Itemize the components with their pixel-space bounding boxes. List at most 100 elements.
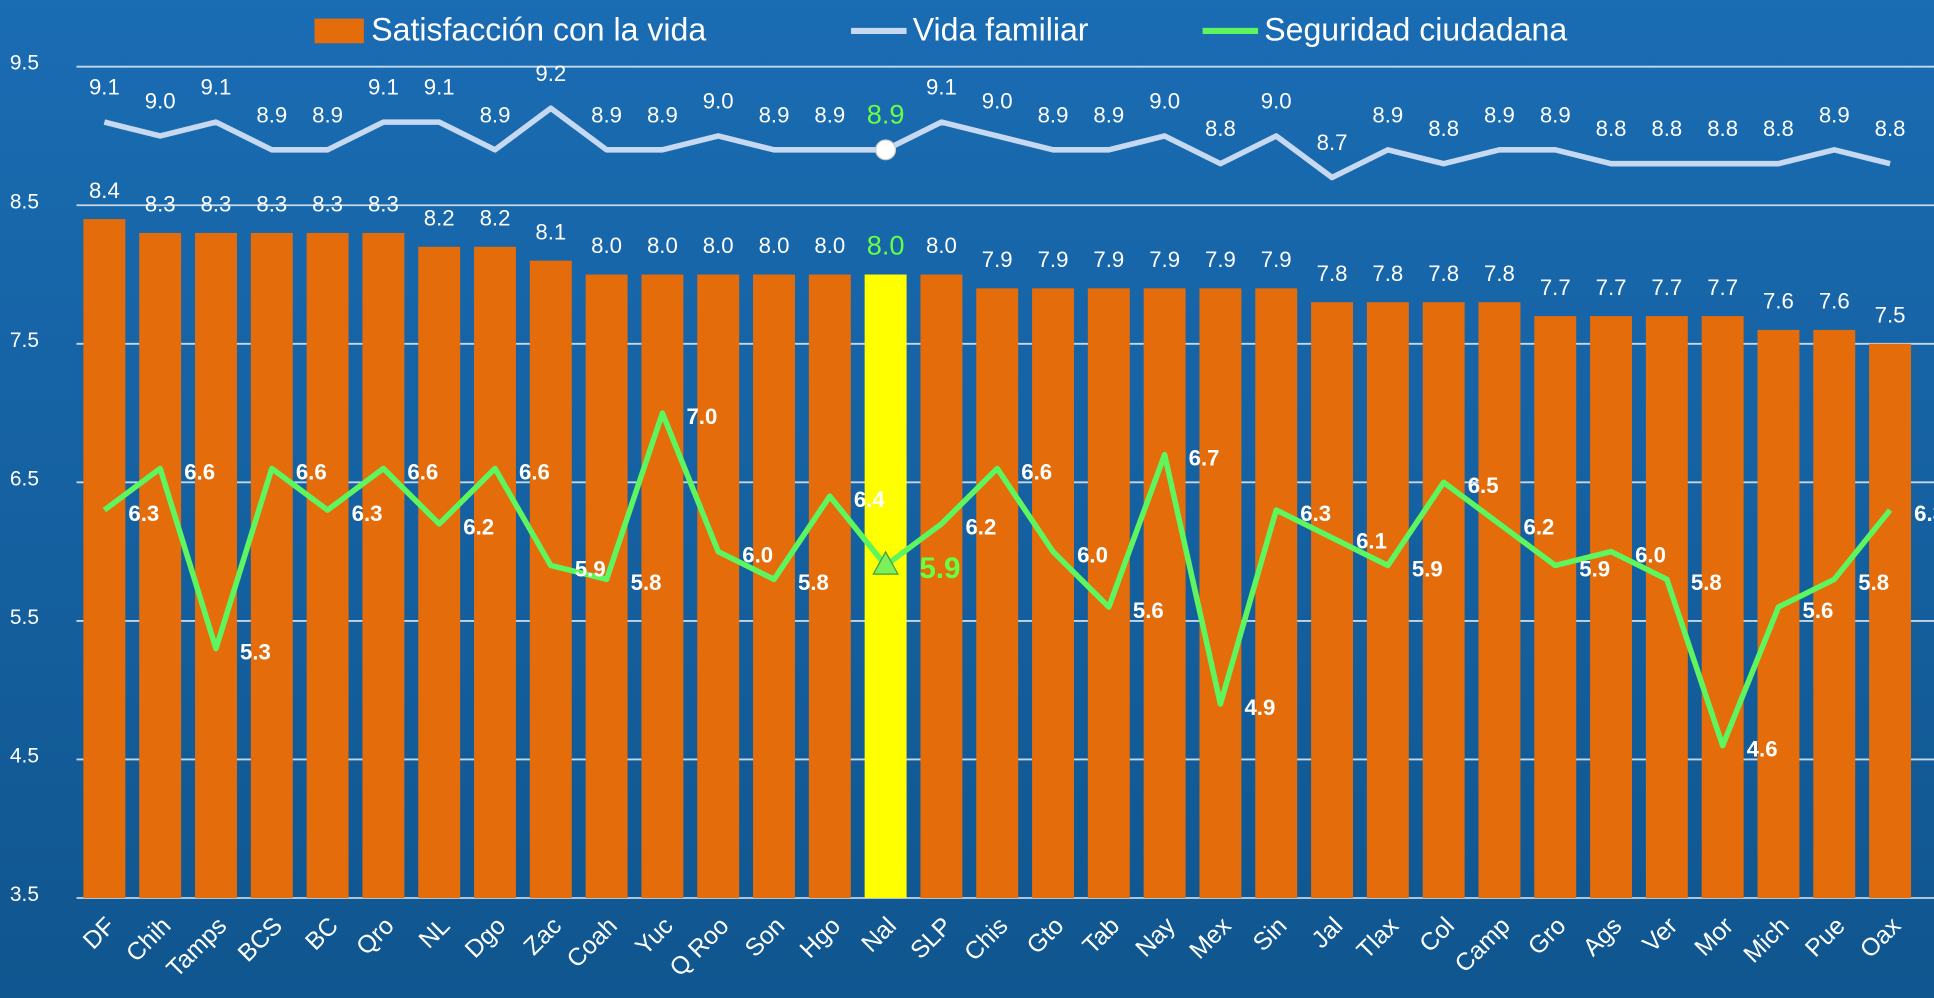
bar <box>418 246 461 899</box>
line-value-label: 9.1 <box>368 75 399 100</box>
bar <box>1869 343 1912 899</box>
bar-value-label: 7.8 <box>1372 261 1403 286</box>
line-value-label: 8.9 <box>1484 102 1515 127</box>
bar-value-label: 8.2 <box>424 206 455 231</box>
legend-label: Satisfacción con la vida <box>371 12 706 48</box>
line-value-label: 5.8 <box>1691 570 1722 595</box>
bar <box>1813 329 1856 899</box>
line-value-label: 4.6 <box>1747 736 1778 761</box>
bar <box>1590 316 1633 899</box>
line-value-label: 5.6 <box>1133 598 1164 623</box>
bar <box>250 232 293 899</box>
bar-value-label: 7.6 <box>1819 289 1850 314</box>
bar <box>864 274 907 899</box>
line-value-label: 6.7 <box>1189 445 1220 470</box>
line-value-label: 8.9 <box>480 102 511 127</box>
bar-value-label: 7.9 <box>1038 247 1069 272</box>
line-value-label: 8.8 <box>1707 116 1738 141</box>
y-tick-label: 4.5 <box>10 745 39 768</box>
bar <box>529 260 572 899</box>
line-value-label: 7.0 <box>686 404 717 429</box>
line-value-label: 6.0 <box>742 542 773 567</box>
highlight-point <box>875 139 897 161</box>
bar-value-label: 8.2 <box>480 206 511 231</box>
line-value-label: 6.5 <box>1468 473 1499 498</box>
bar-value-label: 8.4 <box>89 178 120 203</box>
line-value-label: 6.6 <box>184 459 215 484</box>
line-value-label: 8.8 <box>1428 116 1459 141</box>
bar <box>1143 288 1186 899</box>
line-value-label: 5.9 <box>919 552 960 585</box>
line-value-label: 8.8 <box>1763 116 1794 141</box>
bar-value-label: 8.1 <box>535 219 566 244</box>
bar-value-label: 7.9 <box>1093 247 1124 272</box>
bar-value-label: 7.7 <box>1651 275 1682 300</box>
line-value-label: 8.8 <box>1651 116 1682 141</box>
y-tick-label: 8.5 <box>10 190 39 213</box>
line-value-label: 9.1 <box>424 75 455 100</box>
line-value-label: 8.9 <box>1038 102 1069 127</box>
line-value-label: 6.2 <box>1523 515 1554 540</box>
line-value-label: 5.9 <box>1412 556 1443 581</box>
line-value-label: 9.0 <box>703 89 734 114</box>
bar <box>306 232 349 899</box>
bar <box>195 232 237 899</box>
line-value-label: 5.3 <box>240 639 271 664</box>
line-value-label: 8.7 <box>1317 130 1348 155</box>
line-value-label: 6.3 <box>1300 501 1331 526</box>
bar-value-label: 8.0 <box>814 233 845 258</box>
line-value-label: 6.2 <box>965 515 996 540</box>
line-value-label: 5.8 <box>631 570 662 595</box>
line-value-label: 6.3 <box>1914 501 1934 526</box>
line-value-label: 8.9 <box>256 102 287 127</box>
bar <box>976 288 1019 899</box>
line-value-label: 9.0 <box>1261 89 1292 114</box>
bar <box>1311 302 1354 899</box>
bar <box>1422 302 1465 899</box>
bar <box>808 274 851 899</box>
bar-value-label: 8.3 <box>368 192 399 217</box>
bar <box>1255 288 1298 899</box>
line-value-label: 8.9 <box>1093 102 1124 127</box>
bar-value-label: 8.0 <box>647 233 678 258</box>
bar <box>753 274 795 899</box>
bar <box>920 274 963 899</box>
bar-value-label: 7.7 <box>1596 275 1627 300</box>
bar-value-label: 7.8 <box>1428 261 1459 286</box>
bar-value-label: 8.0 <box>867 230 905 261</box>
bar <box>1478 302 1521 899</box>
bar-value-label: 7.6 <box>1763 289 1794 314</box>
line-value-label: 8.9 <box>647 102 678 127</box>
line-value-label: 9.1 <box>89 75 120 100</box>
bar-value-label: 8.3 <box>201 192 232 217</box>
y-tick-label: 3.5 <box>10 883 39 906</box>
line-value-label: 6.4 <box>854 487 886 512</box>
line-value-label: 5.6 <box>1803 598 1834 623</box>
highlight-point <box>872 550 899 575</box>
bar <box>1701 316 1744 899</box>
bar <box>641 274 684 899</box>
line-value-label: 6.1 <box>1356 529 1387 554</box>
line-value-label: 9.1 <box>926 75 957 100</box>
line-value-label: 6.6 <box>1021 459 1052 484</box>
y-tick-label: 9.5 <box>10 52 39 75</box>
line-value-label: 5.8 <box>798 570 829 595</box>
bar-value-label: 8.0 <box>591 233 622 258</box>
bar-value-label: 7.9 <box>1261 247 1292 272</box>
bar-value-label: 7.8 <box>1317 261 1348 286</box>
line-value-label: 5.9 <box>1579 556 1610 581</box>
line-value-label: 9.2 <box>535 61 566 86</box>
bar <box>1645 316 1688 899</box>
line-value-label: 8.9 <box>591 102 622 127</box>
line-value-label: 8.9 <box>814 102 845 127</box>
line-series <box>103 105 1891 181</box>
line-value-label: 6.0 <box>1635 542 1666 567</box>
bar <box>1534 316 1577 899</box>
line-value-label: 6.6 <box>296 459 327 484</box>
bar-value-label: 8.0 <box>703 233 734 258</box>
line-value-label: 8.8 <box>1875 116 1906 141</box>
bar-value-label: 7.7 <box>1707 275 1738 300</box>
line-value-label: 9.1 <box>201 75 232 100</box>
line-value-label: 8.9 <box>867 99 905 130</box>
